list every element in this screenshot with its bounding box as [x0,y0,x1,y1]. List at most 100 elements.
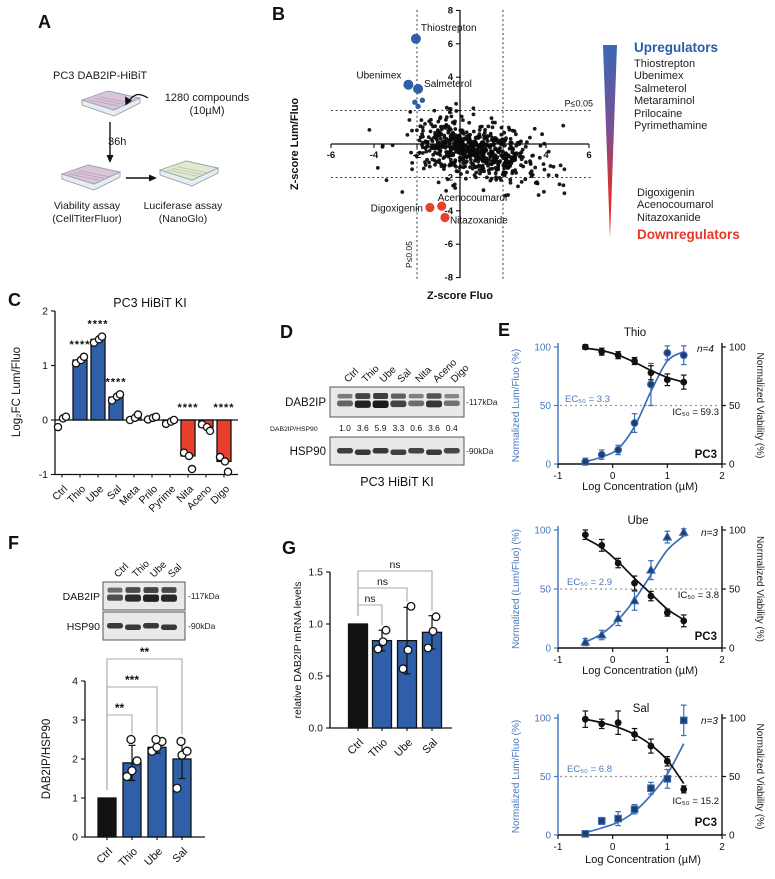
downregulator-point [440,212,450,223]
left-y-axis-title: Normalized Lum/Fluo (%) [511,349,522,462]
left-y-axis-title: Normalized (Lum/Fluo) (%) [511,529,522,649]
lum-point [630,419,639,427]
upregulators-title: Upregulators [634,40,719,55]
chart-title: Ube [627,515,648,527]
scatter-point [486,124,491,129]
scatter-point [444,153,449,158]
left-tick-label: 100 [534,526,551,537]
scatter-point [436,180,441,185]
panel-e-letter: E [498,320,511,340]
right-y-axis-title: Normalized Viability (%) [754,353,765,459]
bar-ube [147,746,167,838]
scatter-point [546,173,551,178]
downregulator-label: Nitazoxanide [450,215,508,226]
y-tick-label: 0 [42,415,48,427]
scatter-point [478,135,482,139]
significance-label: ns [389,559,400,571]
band-main [161,624,177,630]
scatter-point [469,148,474,153]
scatter-point [428,129,433,134]
downregulators-legend: Digoxigenin Acenocoumarol Nitazoxanide D… [637,187,775,242]
scatter-point [427,160,431,165]
category-label: Sal [420,737,440,757]
scatter-point [464,159,469,164]
y-tick-label: 2 [42,306,48,318]
legend-item: Salmeterol [634,82,687,95]
band-main [426,449,442,455]
viability-point [647,742,655,750]
scatter-point [409,150,413,155]
legend-item: Thiostrepton [634,58,696,70]
scatter-point [541,162,546,167]
scatter-point [493,120,497,125]
scatter-point [481,133,486,138]
lum-fluo-curve [585,350,685,463]
panel-a-schematic [60,90,220,191]
cell-line-label: PC3 [695,817,717,829]
scatter-point [433,150,437,155]
scatter-point [420,151,425,155]
plate-wells [88,96,130,107]
scatter-point [493,171,498,176]
scatter-point [486,163,490,168]
scatter-point [424,139,428,144]
scatter-point [449,114,454,119]
scatter-point [442,164,447,169]
ratio-value: 3.6 [357,423,369,433]
scatter-point [503,152,508,157]
scatter-point [471,106,476,111]
scatter-point [441,139,445,144]
scatter-point [450,132,454,137]
significance-label: ** [115,701,125,715]
assay-plate [80,90,142,117]
luciferase-line2: (NanoGlo) [158,213,208,225]
band-main [125,594,141,602]
scatter-point [410,161,415,165]
legend-item: Acenocoumarol [637,199,714,212]
scatter-point [459,114,464,119]
lum-point [596,629,607,639]
scatter-point [464,176,468,181]
scatter-point [501,170,506,175]
scatter-point [494,175,498,180]
scatter-point [558,163,563,168]
category-label: Thio [65,483,88,506]
y-tick-label: -1 [39,469,48,481]
p-value-label: P≤0.05 [565,99,593,109]
category-label: Ube [142,846,165,869]
viability-point [614,559,622,567]
scatter-point [514,171,518,175]
panel-c-letter: C [8,290,21,310]
significance-bracket [357,604,383,626]
y-tick-label: 3 [72,715,78,727]
scatter-point [421,128,425,133]
scatter-point [457,133,462,138]
legend-item: Metaraminol [634,95,695,108]
n-label: n=4 [697,344,714,355]
band-upper [408,393,424,399]
upregulators-legend: Upregulators Thiostrepton Ubenimex Salme… [634,40,774,132]
data-point [428,626,438,636]
scatter-point [479,169,484,174]
significance-label: ** [140,645,150,659]
scatter-point [434,145,438,150]
x-axis-title: Log Concentration (µM) [582,665,698,677]
scatter-point [417,150,422,155]
panel-g-letter: G [282,538,297,558]
downregulator-label: Digoxigenin [371,203,423,214]
data-point [61,412,71,421]
p-value-label-rotated: P≤0.05 [404,241,414,268]
compounds-label: 1280 compounds (10µM) [146,92,268,118]
upregulator-minor-point [419,97,426,103]
scatter-point [484,142,489,147]
data-point [176,736,186,747]
lane-label: Sal [396,367,414,385]
arrowhead-compounds [125,96,132,106]
scatter-point [430,139,435,144]
viability-point [614,719,622,727]
viability-point [581,531,589,539]
scatter-point [502,138,507,143]
band-main [337,448,353,454]
